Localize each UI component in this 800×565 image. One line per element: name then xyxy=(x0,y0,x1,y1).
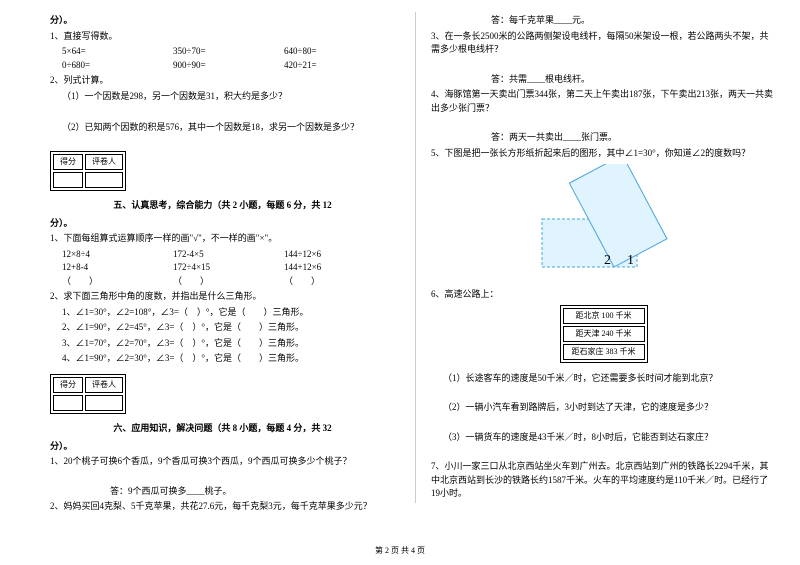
sign-row: 距北京 100 千米 xyxy=(563,308,645,324)
sub-fen: 分）。 xyxy=(50,14,395,28)
s6q1: 1、20个桃子可换6个香瓜，9个香瓜可换3个西瓜，9个西瓜可换多少个桃子？ xyxy=(50,455,395,469)
q2: 2、列式计算。 xyxy=(50,74,395,88)
q1: 1、直接写得数。 xyxy=(50,30,395,44)
cell: 5×64= xyxy=(62,45,173,59)
r-q3: 3、在一条长2500米的公路两侧架设电线杆，每隔50米架设一根，若公路两头不架，… xyxy=(431,30,776,57)
cell: 420÷21= xyxy=(284,59,395,73)
section-6-title: 六、应用知识，解决问题（共 8 小题，每题 4 分，共 32 xyxy=(50,422,395,436)
fold-diagram: 2 1 xyxy=(431,164,776,284)
angle-2-label: 2 xyxy=(604,253,611,268)
s5q1-row1: 12×8÷4 172-4×5 144÷12×6 xyxy=(50,248,395,262)
section-5-title: 五、认真思考，综合能力（共 2 小题，每题 6 分，共 12 xyxy=(50,199,395,213)
q1-row1: 5×64= 350÷70= 640÷80= xyxy=(50,45,395,59)
cell: 144÷12×6 xyxy=(284,248,395,262)
sign-row: 距石家庄 383 千米 xyxy=(563,344,645,360)
score-box-2: 得分评卷人 xyxy=(50,374,126,414)
sign-row: 距天津 240 千米 xyxy=(563,326,645,342)
reviewer-label: 评卷人 xyxy=(85,154,123,170)
s5q2a: 1、∠1=30°，∠2=108°，∠3=（ ）°，它是（ ）三角形。 xyxy=(50,306,395,320)
s5q1: 1、下面每组算式运算顺序一样的画"√"，不一样的画"×"。 xyxy=(50,232,395,246)
r-q6-3: （3）一辆货车的速度是43千米／时，8小时后，它能否到达石家庄？ xyxy=(431,431,776,445)
cell: （ ） xyxy=(284,275,395,289)
sub-fen2: 分）。 xyxy=(50,217,395,231)
right-column: 答：每千克苹果____元。 3、在一条长2500米的公路两侧架设电线杆，每隔50… xyxy=(415,12,776,503)
angle-1-label: 1 xyxy=(627,253,634,268)
q2-2: （2）已知两个因数的积是576，其中一个因数是18，求另一个因数是多少？ xyxy=(50,121,395,135)
r-q6-2: （2）一辆小汽车看到路牌后，3小时到达了天津，它的速度是多少？ xyxy=(431,401,776,415)
s5q2d: 4、∠1=90°，∠2=30°，∠3=（ ）°，它是（ ）三角形。 xyxy=(50,352,395,366)
s5q2c: 3、∠1=70°，∠2=70°，∠3=（ ）°，它是（ ）三角形。 xyxy=(50,337,395,351)
s6q2: 2、妈妈买回4克梨、5千克苹果，共花27.6元，每千克梨3元，每千克苹果多少元？ xyxy=(50,500,395,514)
r-ans4: 答：两天一共卖出____张门票。 xyxy=(431,131,776,145)
score-label: 得分 xyxy=(53,377,83,393)
cell: 350÷70= xyxy=(173,45,284,59)
r-q6-1: （1）长途客车的速度是50千米／时，它还需要多长时间才能到北京？ xyxy=(431,372,776,386)
cell: （ ） xyxy=(62,275,173,289)
page: 分）。 1、直接写得数。 5×64= 350÷70= 640÷80= 0÷680… xyxy=(0,0,800,565)
cell: 900÷90= xyxy=(173,59,284,73)
fold-svg: 2 1 xyxy=(514,164,694,279)
q2-1: （1）一个因数是298，另一个因数是31，积大约是多少？ xyxy=(50,90,395,104)
cell: （ ） xyxy=(173,275,284,289)
cell: 12+8-4 xyxy=(62,261,173,275)
cell: 172-4×5 xyxy=(173,248,284,262)
r-ans3: 答：共需____根电线杆。 xyxy=(431,73,776,87)
left-column: 分）。 1、直接写得数。 5×64= 350÷70= 640÷80= 0÷680… xyxy=(50,12,395,516)
s5q2b: 2、∠1=90°，∠2=45°，∠3=（ ）°，它是（ ）三角形。 xyxy=(50,321,395,335)
road-sign: 距北京 100 千米 距天津 240 千米 距石家庄 383 千米 xyxy=(431,305,776,368)
s5q1-row2: 12+8-4 172÷4×15 144+12×6 xyxy=(50,261,395,275)
cell: 172÷4×15 xyxy=(173,261,284,275)
s5q2: 2、求下面三角形中角的度数，并指出是什么三角形。 xyxy=(50,290,395,304)
r-q7: 7、小川一家三口从北京西站坐火车到广州去。北京西站到广州的铁路长2294千米，其… xyxy=(431,460,776,501)
page-footer: 第 2 页 共 4 页 xyxy=(0,545,800,557)
r-ans2: 答：每千克苹果____元。 xyxy=(431,14,776,28)
r-q4: 4、海豚馆第一天卖出门票344张，第二天上午卖出187张，下午卖出213张，两天… xyxy=(431,88,776,115)
cell: 144+12×6 xyxy=(284,261,395,275)
reviewer-label: 评卷人 xyxy=(85,377,123,393)
cell: 0÷680= xyxy=(62,59,173,73)
r-q5: 5、下图是把一张长方形纸折起来后的图形，其中∠1=30°，你知道∠2的度数吗？ xyxy=(431,147,776,161)
s5q1-row3: （ ） （ ） （ ） xyxy=(50,275,395,289)
cell: 12×8÷4 xyxy=(62,248,173,262)
cell: 640÷80= xyxy=(284,45,395,59)
score-box: 得分评卷人 xyxy=(50,151,126,191)
r-q6: 6、高速公路上： xyxy=(431,288,776,302)
sub-fen3: 分）。 xyxy=(50,440,395,454)
score-label: 得分 xyxy=(53,154,83,170)
q1-row2: 0÷680= 900÷90= 420÷21= xyxy=(50,59,395,73)
s6q1-ans: 答：9个西瓜可换多____桃子。 xyxy=(50,485,395,499)
